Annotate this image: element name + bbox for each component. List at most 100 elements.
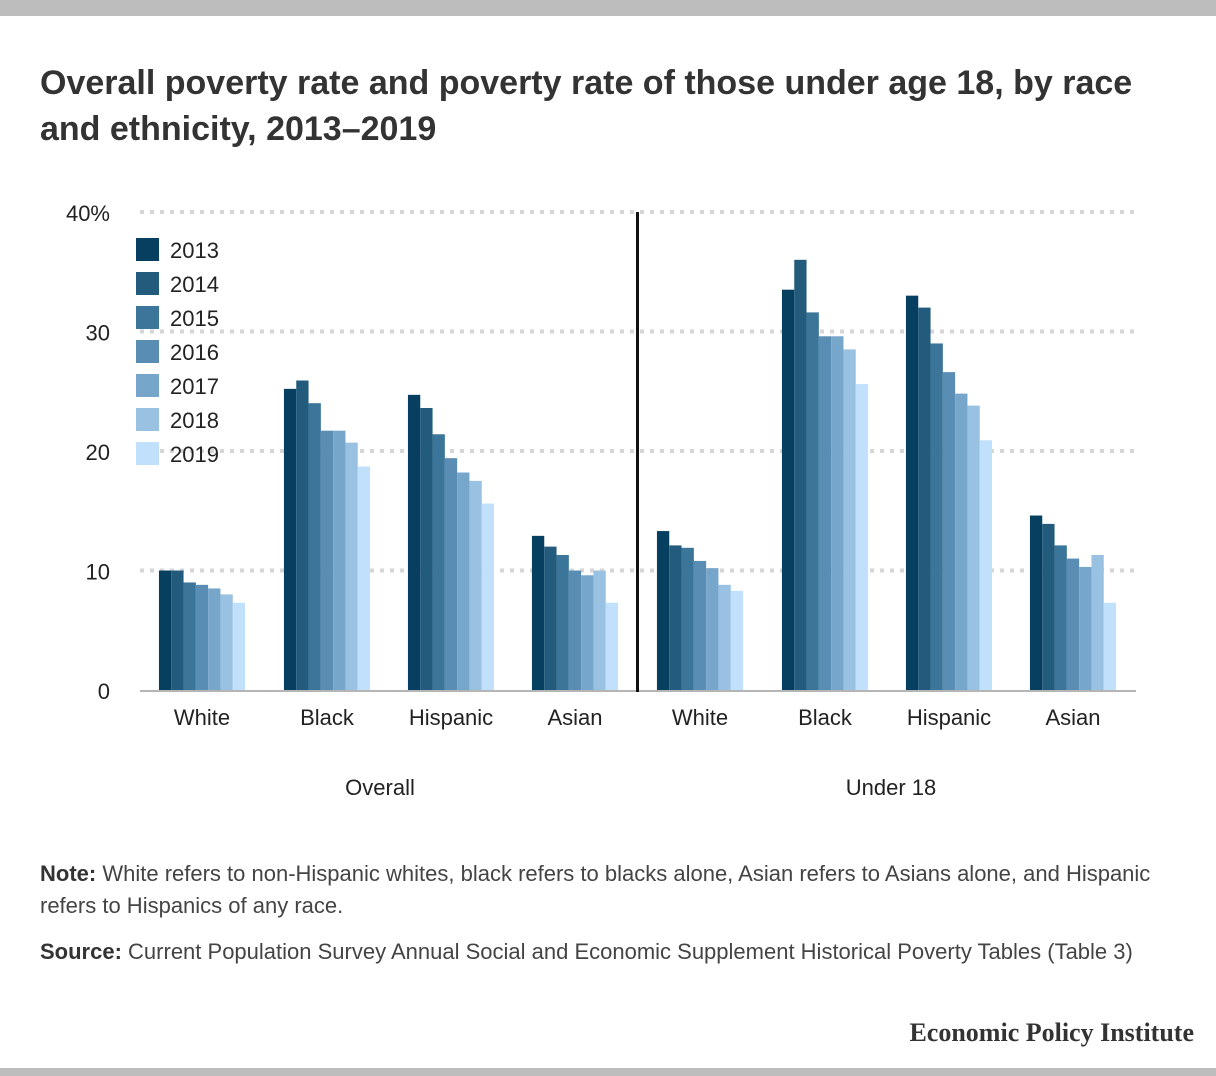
y-tick-label: 10 [86, 560, 110, 585]
bar-overall-black-2017 [333, 430, 346, 690]
bar-under-18-white-2013 [656, 531, 670, 690]
bar-under-18-white-2018 [718, 584, 731, 690]
legend-label: 2015 [170, 306, 219, 331]
x-category-label: Asian [547, 705, 602, 730]
bar-under-18-hispanic-2013 [905, 295, 919, 690]
bar-under-18-hispanic-2017 [955, 393, 968, 690]
legend-swatch [136, 238, 159, 261]
y-axis-ticks: 0 10 20 30 40% [66, 201, 110, 704]
source-label: Source: [40, 939, 122, 964]
bar-under-18-black-2015 [806, 312, 819, 690]
legend-swatch [136, 374, 159, 397]
bar-overall-asian-2019 [605, 602, 619, 690]
x-group-label: Overall [345, 775, 415, 800]
bar-overall-asian-2013 [531, 535, 545, 690]
bar-under-18-asian-2014 [1042, 523, 1055, 690]
bar-under-18-white-2017 [706, 568, 719, 690]
bar-overall-black-2019 [357, 466, 371, 690]
chart-title: Overall poverty rate and poverty rate of… [40, 64, 1133, 148]
bar-under-18-asian-2015 [1054, 545, 1067, 690]
bar-under-18-asian-2019 [1103, 602, 1117, 690]
legend-swatch [136, 340, 159, 363]
legend-label: 2017 [170, 374, 219, 399]
bar-overall-white-2019 [232, 602, 246, 690]
bar-under-18-asian-2018 [1091, 554, 1104, 690]
bar-under-18-hispanic-2015 [930, 343, 943, 690]
bar-under-18-hispanic-2018 [967, 405, 980, 690]
legend-item: 2018 [136, 408, 219, 433]
bar-overall-asian-2018 [593, 570, 606, 690]
bar-under-18-black-2016 [818, 336, 832, 690]
chart-note: Note: White refers to non-Hispanic white… [40, 858, 1180, 922]
bar-under-18-white-2015 [681, 547, 694, 690]
bar-under-18-black-2014 [794, 259, 807, 690]
bar-overall-black-2014 [296, 380, 309, 690]
y-tick-label: 30 [86, 321, 110, 346]
legend-label: 2016 [170, 340, 219, 365]
bar-under-18-asian-2013 [1029, 515, 1043, 690]
bar-overall-white-2014 [171, 570, 184, 690]
legend-item: 2014 [136, 272, 219, 297]
bar-overall-asian-2016 [568, 570, 582, 690]
legend-label: 2014 [170, 272, 219, 297]
top-border-bar [0, 0, 1216, 16]
bar-overall-hispanic-2019 [481, 503, 495, 690]
bar-overall-hispanic-2014 [420, 407, 433, 690]
legend-item: 2019 [136, 442, 219, 467]
bar-chart: 0 10 20 30 40% White Black Hispanic Asian White B… [66, 201, 1136, 800]
bar-overall-asian-2014 [544, 546, 557, 690]
bar-overall-asian-2015 [556, 554, 569, 690]
y-tick-label: 0 [98, 679, 110, 704]
legend-swatch [136, 272, 159, 295]
bar-under-18-asian-2016 [1066, 558, 1080, 690]
legend-swatch [136, 442, 159, 465]
x-category-label: Hispanic [409, 705, 493, 730]
legend-item: 2015 [136, 306, 219, 331]
bar-under-18-white-2019 [730, 590, 744, 690]
bar-overall-hispanic-2017 [457, 472, 470, 690]
legend-item: 2016 [136, 340, 219, 365]
x-category-label: Hispanic [907, 705, 991, 730]
bar-overall-black-2013 [283, 388, 297, 690]
legend-item: 2013 [136, 238, 219, 263]
note-text: White refers to non-Hispanic whites, bla… [40, 861, 1151, 918]
bar-overall-hispanic-2016 [444, 458, 458, 690]
bar-under-18-hispanic-2014 [918, 307, 931, 690]
x-category-label: White [672, 705, 728, 730]
bottom-border-bar [0, 1068, 1216, 1076]
bar-under-18-black-2017 [831, 336, 844, 690]
bar-overall-black-2015 [308, 403, 321, 690]
legend: 2013 2014 2015 2016 2017 2018 2019 [136, 238, 219, 467]
legend-swatch [136, 408, 159, 431]
legend-swatch [136, 306, 159, 329]
bar-under-18-black-2018 [843, 349, 856, 690]
y-tick-label: 20 [86, 440, 110, 465]
bar-under-18-black-2019 [855, 384, 869, 690]
x-group-label: Under 18 [846, 775, 937, 800]
bar-under-18-black-2013 [781, 289, 795, 690]
bar-overall-white-2013 [158, 570, 172, 690]
x-category-label: White [174, 705, 230, 730]
x-category-label: Asian [1045, 705, 1100, 730]
x-axis-group-labels: Overall Under 18 [345, 775, 936, 800]
bar-overall-white-2017 [208, 588, 221, 690]
legend-label: 2013 [170, 238, 219, 263]
legend-label: 2019 [170, 442, 219, 467]
bar-overall-asian-2017 [581, 575, 594, 690]
bar-overall-hispanic-2013 [407, 394, 421, 690]
x-axis-category-labels: White Black Hispanic Asian White Black Hispani… [174, 705, 1101, 730]
bar-overall-hispanic-2015 [432, 434, 445, 690]
bar-under-18-white-2016 [693, 560, 707, 690]
bar-under-18-white-2014 [669, 545, 682, 690]
epi-logo: Economic Policy Institute [909, 1018, 1194, 1047]
bar-overall-black-2018 [345, 442, 358, 690]
axes [140, 212, 1136, 692]
bar-overall-black-2016 [320, 430, 334, 690]
bar-under-18-hispanic-2019 [979, 440, 993, 690]
source-text: Current Population Survey Annual Social … [128, 939, 1133, 964]
bar-overall-white-2015 [183, 582, 196, 690]
bar-under-18-asian-2017 [1079, 566, 1092, 690]
legend-label: 2018 [170, 408, 219, 433]
bar-under-18-hispanic-2016 [942, 372, 956, 690]
legend-item: 2017 [136, 374, 219, 399]
